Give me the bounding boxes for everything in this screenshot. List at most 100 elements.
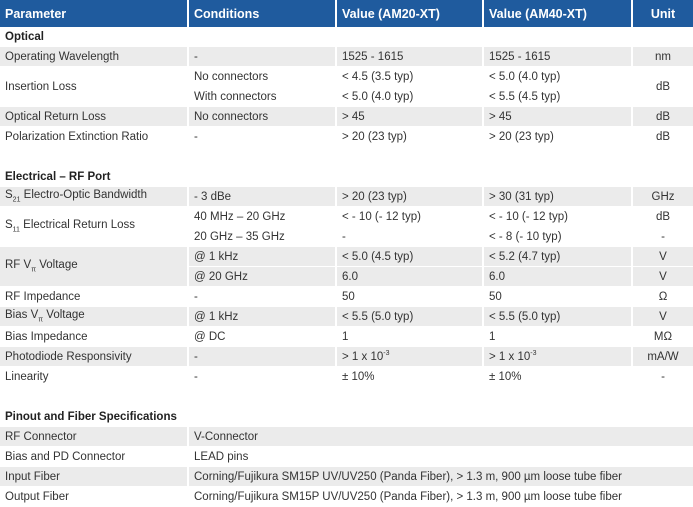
unit-cell: GHz xyxy=(632,186,693,207)
text-part: Input Fiber xyxy=(5,470,60,483)
cond-cell: No connectors xyxy=(188,66,337,87)
v20-cell: > 20 (23 typ) xyxy=(336,186,484,207)
table-row: RF Vπ Voltage @ 1 kHz < 5.0 (4.5 typ) < 5.2… xyxy=(0,246,693,287)
table-row: RF Connector V-Connector xyxy=(0,426,693,447)
v20-cell: > 1 x 10-3 xyxy=(336,346,484,367)
parameter-cell: Bias Impedance xyxy=(0,326,189,347)
spacer xyxy=(0,386,693,408)
text-part: Voltage xyxy=(36,259,78,272)
text-part: Output Fiber xyxy=(5,490,69,503)
spacer xyxy=(0,146,693,168)
spec-cell: V-Connector xyxy=(188,426,693,447)
table-row: 20 GHz – 35 GHz - < - 8 (- 10 typ) - xyxy=(0,226,693,247)
text-part: Bias Impedance xyxy=(5,330,88,343)
cond-cell: @ DC xyxy=(188,326,337,347)
cond-cell: - xyxy=(188,366,337,387)
cond-cell: - xyxy=(188,346,337,367)
unit-cell: - xyxy=(632,366,693,387)
table-row: Optical Return Loss No connectors > 45 > 45… xyxy=(0,106,693,127)
text-part: Voltage xyxy=(43,309,85,322)
header-cell: Conditions xyxy=(188,0,337,28)
text-part: > 1 x 10 xyxy=(342,350,384,363)
table-row: S11 Electrical Return Loss 40 MHz – 20 GH… xyxy=(0,206,693,247)
parameter-cell: Linearity xyxy=(0,366,189,387)
section-row: Electrical – RF Port xyxy=(0,167,693,187)
parameter-cell: RF Impedance xyxy=(0,286,189,307)
table-header: Parameter Conditions Value (AM20-XT) Val… xyxy=(0,0,693,28)
table-row: Bias Vπ Voltage @ 1 kHz < 5.5 (5.0 typ) < 5… xyxy=(0,306,693,327)
unit-cell: dB xyxy=(632,66,693,107)
v40-cell: > 1 x 10-3 xyxy=(483,346,633,367)
section-row: Pinout and Fiber Specifications xyxy=(0,407,693,427)
table-row: Bias Impedance @ DC 1 1 MΩ xyxy=(0,326,693,347)
cond-cell: No connectors xyxy=(188,106,337,127)
v40-cell: ± 10% xyxy=(483,366,633,387)
text-part: Electrical Return Loss xyxy=(19,219,135,232)
section-title: Electrical – RF Port xyxy=(0,167,693,187)
v40-cell: > 30 (31 typ) xyxy=(483,186,633,207)
unit-cell: - xyxy=(632,226,693,247)
spec-cell: Corning/Fujikura SM15P UV/UV250 (Panda F… xyxy=(188,466,693,487)
superscript: -3 xyxy=(530,350,537,358)
cond-cell: @ 1 kHz xyxy=(188,246,337,267)
text-part: Optical Return Loss xyxy=(5,110,106,123)
unit-cell: nm xyxy=(632,46,693,67)
cond-cell: With connectors xyxy=(188,86,337,107)
unit-cell: Ω xyxy=(632,286,693,307)
v40-cell: 6.0 xyxy=(483,266,633,287)
parameter-cell: Bias Vπ Voltage xyxy=(0,306,189,327)
parameter-cell: S11 Electrical Return Loss xyxy=(0,206,189,247)
section-title: Pinout and Fiber Specifications xyxy=(0,407,693,427)
parameter-cell: Input Fiber xyxy=(0,466,189,487)
v20-cell: > 45 xyxy=(336,106,484,127)
text-part: Operating Wavelength xyxy=(5,50,120,63)
text-part: Photodiode Responsivity xyxy=(5,350,132,363)
header-cell: Value (AM40-XT) xyxy=(483,0,633,28)
text-part: > 1 x 10 xyxy=(489,350,531,363)
cond-cell: - xyxy=(188,46,337,67)
parameter-cell: Optical Return Loss xyxy=(0,106,189,127)
unit-cell: V xyxy=(632,266,693,287)
spacer-row xyxy=(0,146,693,168)
header-cell: Unit xyxy=(632,0,693,28)
text-part: S xyxy=(5,219,13,232)
text-part: Bias and PD Connector xyxy=(5,450,126,463)
table-row: Photodiode Responsivity - > 1 x 10-3 > 1 x … xyxy=(0,346,693,367)
v40-cell: < 5.5 (4.5 typ) xyxy=(483,86,633,107)
v40-cell: < 5.2 (4.7 typ) xyxy=(483,246,633,267)
parameter-cell: Operating Wavelength xyxy=(0,46,189,67)
parameter-cell: RF Connector xyxy=(0,426,189,447)
header-row: Parameter Conditions Value (AM20-XT) Val… xyxy=(0,0,693,28)
unit-cell: V xyxy=(632,246,693,267)
v20-cell: ± 10% xyxy=(336,366,484,387)
v40-cell: < - 10 (- 12 typ) xyxy=(483,206,633,227)
table-body: Optical Operating Wavelength -1525 - 1615 1… xyxy=(0,27,693,507)
v40-cell: < 5.0 (4.0 typ) xyxy=(483,66,633,87)
cond-cell: - 3 dBe xyxy=(188,186,337,207)
subscript: 21 xyxy=(12,196,21,204)
v40-cell: > 45 xyxy=(483,106,633,127)
text-part: RF V xyxy=(5,259,32,272)
cond-cell: - xyxy=(188,286,337,307)
v40-cell: 50 xyxy=(483,286,633,307)
unit-cell: V xyxy=(632,306,693,327)
table-row: @ 20 GHz 6.0 6.0 V xyxy=(0,266,693,287)
table-row: Linearity - ± 10% ± 10% - xyxy=(0,366,693,387)
text-part: Bias V xyxy=(5,309,39,322)
parameter-cell: Polarization Extinction Ratio xyxy=(0,126,189,147)
unit-cell: dB xyxy=(632,106,693,127)
parameter-cell: S21 Electro-Optic Bandwidth xyxy=(0,186,189,207)
unit-cell: MΩ xyxy=(632,326,693,347)
text-part: Insertion Loss xyxy=(5,80,77,93)
cond-cell: - xyxy=(188,126,337,147)
v20-cell: < 4.5 (3.5 typ) xyxy=(336,66,484,87)
table-row: Insertion Loss No connectors < 4.5 (3.5 ty… xyxy=(0,66,693,107)
v20-cell: > 20 (23 typ) xyxy=(336,126,484,147)
table-row: Operating Wavelength -1525 - 1615 1525 - 1… xyxy=(0,46,693,67)
text-part: Electro-Optic Bandwidth xyxy=(20,189,148,202)
v20-cell: 50 xyxy=(336,286,484,307)
section-title: Optical xyxy=(0,27,693,47)
table-row: Input Fiber Corning/Fujikura SM15P UV/UV2… xyxy=(0,466,693,487)
